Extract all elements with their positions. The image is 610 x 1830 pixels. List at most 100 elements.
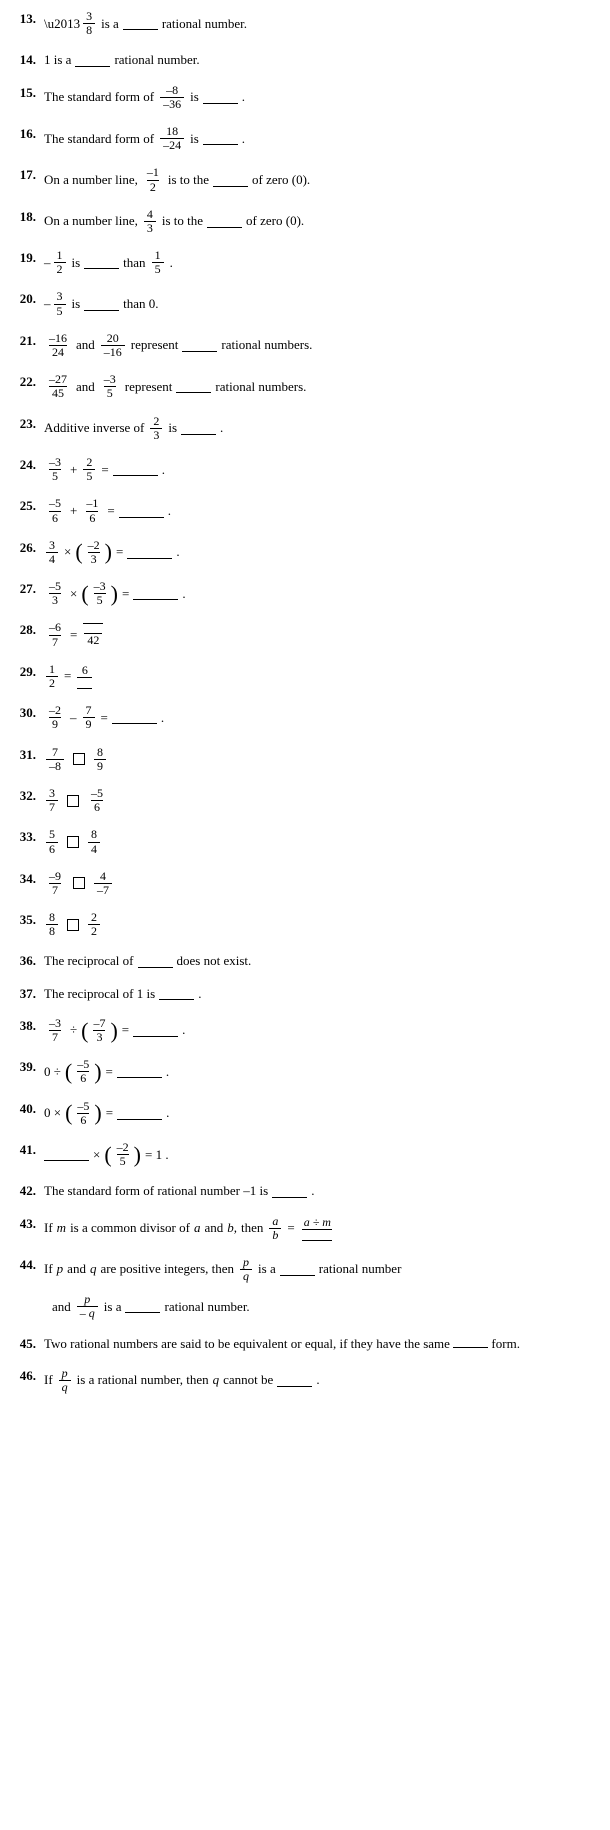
question-22: 22. –2745 and –35 represent rational num… (8, 373, 590, 400)
question-35: 35. 88 22 (8, 911, 590, 938)
qtext: 0 ÷ (–56) = . (44, 1058, 590, 1085)
qtext: \u201338 is a rational number. (44, 10, 590, 37)
frac: 20–16 (101, 332, 125, 359)
qtext: If m is a common divisor of a and b, the… (44, 1215, 590, 1242)
qnum: 21. (8, 332, 44, 350)
frac: –16 (83, 497, 101, 524)
question-44: 44. If p and q are positive integers, th… (8, 1256, 590, 1283)
qnum: 13. (8, 10, 44, 28)
blank (182, 339, 217, 352)
qnum: 46. (8, 1367, 44, 1385)
question-16: 16. The standard form of 18–24 is . (8, 125, 590, 152)
compare-box (67, 836, 79, 848)
frac: pq (240, 1256, 252, 1283)
qnum: 30. (8, 704, 44, 722)
qtext: The reciprocal of does not exist. (44, 952, 590, 970)
blank (123, 17, 158, 30)
blank (181, 422, 216, 435)
question-23: 23. Additive inverse of 23 is . (8, 415, 590, 442)
question-46: 46. If pqis a rational number, then q ca… (8, 1367, 590, 1394)
qnum: 40. (8, 1100, 44, 1118)
neg-frac: –35 (44, 290, 68, 317)
qnum: 26. (8, 539, 44, 557)
question-33: 33. 56 84 (8, 828, 590, 855)
frac: p– q (77, 1293, 98, 1320)
qnum: 38. (8, 1017, 44, 1035)
qnum: 35. (8, 911, 44, 929)
frac: 89 (94, 746, 106, 773)
qtext: Two rational numbers are said to be equi… (44, 1335, 590, 1353)
qnum: 25. (8, 497, 44, 515)
qnum: 37. (8, 985, 44, 1003)
question-41: 41. × (–25)= 1 . (8, 1141, 590, 1168)
qtext: The standard form of rational number –1 … (44, 1182, 590, 1200)
question-24: 24. –35 + 25 = . (8, 456, 590, 483)
frac: ab (269, 1215, 281, 1242)
question-27: 27. –53 × (–35) =. (8, 580, 590, 607)
blank (75, 54, 110, 67)
blank (133, 587, 178, 600)
blank (117, 1065, 162, 1078)
qtext: 34 × (–23) = . (44, 539, 590, 566)
qnum: 14. (8, 51, 44, 69)
question-26: 26. 34 × (–23) = . (8, 539, 590, 566)
qtext: If p and q are positive integers, then p… (44, 1256, 590, 1283)
question-30: 30. –29 – 79 = . (8, 704, 590, 731)
qnum: 19. (8, 249, 44, 267)
compare-box (73, 877, 85, 889)
frac: –1624 (46, 332, 70, 359)
blank (203, 91, 238, 104)
question-28: 28. –67 = 42 (8, 621, 590, 648)
frac: –53 (46, 580, 64, 607)
qtext: On a number line, –12 is to the of zero … (44, 166, 590, 193)
question-34: 34. –97 4–7 (8, 870, 590, 897)
blank (127, 546, 172, 559)
paren-frac: (–25) (104, 1141, 141, 1168)
qnum: 17. (8, 166, 44, 184)
qnum: 45. (8, 1335, 44, 1353)
qtext: –67 = 42 (44, 621, 590, 648)
qnum: 24. (8, 456, 44, 474)
qtext: 1 is a rational number. (44, 51, 590, 69)
qnum: 41. (8, 1141, 44, 1159)
qtext: 0 × (–56) = . (44, 1100, 590, 1127)
blank (176, 380, 211, 393)
question-39: 39. 0 ÷ (–56) = . (8, 1058, 590, 1085)
qtext: If pqis a rational number, then q cannot… (44, 1367, 590, 1394)
frac: –37 (46, 1017, 64, 1044)
question-43: 43. If m is a common divisor of a and b,… (8, 1215, 590, 1242)
blank (112, 711, 157, 724)
qtext: –37 ÷ (–73)= . (44, 1017, 590, 1044)
question-14: 14. 1 is a rational number. (8, 51, 590, 69)
qnum: 20. (8, 290, 44, 308)
qtext: –97 4–7 (44, 870, 590, 897)
frac: 22 (88, 911, 100, 938)
qtext: 7–8 89 (44, 746, 590, 773)
blank (44, 1148, 89, 1161)
qtext: –12 is than 15. (44, 249, 590, 276)
blank (113, 463, 158, 476)
blank (280, 1263, 315, 1276)
frac-blank-num: 42 (83, 623, 103, 647)
qnum: 23. (8, 415, 44, 433)
frac: 56 (46, 828, 58, 855)
question-36: 36. The reciprocal of does not exist. (8, 952, 590, 970)
qnum: 27. (8, 580, 44, 598)
frac: 84 (88, 828, 100, 855)
frac: 12 (46, 663, 58, 690)
qtext: On a number line, 43 is to the of zero (… (44, 208, 590, 235)
frac: pq (59, 1367, 71, 1394)
question-20: 20. –35 is than 0. (8, 290, 590, 317)
question-17: 17. On a number line, –12 is to the of z… (8, 166, 590, 193)
question-38: 38. –37 ÷ (–73)= . (8, 1017, 590, 1044)
blank (207, 215, 242, 228)
frac: –97 (46, 870, 64, 897)
qnum: 16. (8, 125, 44, 143)
blank (119, 505, 164, 518)
neg-frac: \u201338 (44, 10, 97, 37)
question-15: 15. The standard form of –8–36 is . (8, 84, 590, 111)
qnum: 18. (8, 208, 44, 226)
qtext: Additive inverse of 23 is . (44, 415, 590, 442)
blank (125, 1300, 160, 1313)
question-13: 13. \u201338 is a rational number. (8, 10, 590, 37)
